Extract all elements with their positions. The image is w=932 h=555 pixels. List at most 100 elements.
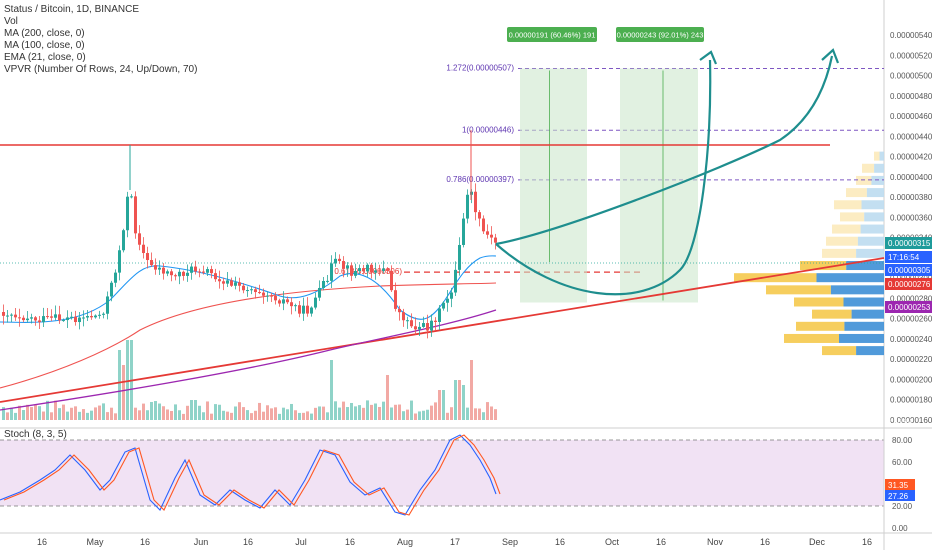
candle-body — [278, 300, 281, 304]
candle-body — [10, 314, 13, 316]
volume-bar — [50, 412, 53, 420]
volume-bar — [466, 407, 469, 420]
candle-body — [458, 244, 461, 270]
stoch-k-value-bg — [885, 479, 915, 490]
candle-body — [178, 271, 181, 277]
candle-body — [222, 281, 225, 284]
volume-bar — [10, 407, 13, 420]
candle-body — [290, 302, 293, 307]
legend-ma200[interactable]: MA (200, close, 0) — [4, 28, 85, 39]
time-axis-tick: Aug — [397, 537, 413, 547]
candle-body — [254, 289, 257, 293]
volume-bar — [494, 409, 497, 420]
candle-body — [2, 312, 5, 316]
price-axis-tick: 0.00000260 — [890, 315, 932, 324]
volume-bar — [410, 400, 413, 420]
vpvr-down-bar — [766, 285, 831, 295]
volume-bar — [274, 407, 277, 420]
volume-bar — [402, 411, 405, 420]
volume-bar — [198, 405, 201, 420]
candle-body — [238, 282, 241, 286]
price-axis-tick: 0.00000440 — [890, 132, 932, 141]
candle-body — [170, 271, 173, 276]
candle-body — [114, 272, 117, 283]
vpvr-down-bar — [734, 273, 817, 283]
vpvr-down-bar — [826, 236, 858, 246]
volume-bar — [302, 412, 305, 420]
projection-arrowhead-1 — [699, 50, 718, 65]
candle-body — [366, 264, 369, 272]
vpvr-down-bar — [832, 224, 861, 234]
candle-body — [74, 316, 77, 323]
legend-vpvr[interactable]: VPVR (Number Of Rows, 24, Up/Down, 70) — [4, 64, 198, 75]
volume-bar — [162, 406, 165, 420]
candle-body — [158, 267, 161, 270]
candle-body — [438, 308, 441, 322]
volume-bar — [462, 385, 465, 420]
candle-body — [54, 314, 57, 318]
candle-body — [122, 230, 125, 251]
time-axis-tick: Jun — [194, 537, 209, 547]
candle-body — [34, 317, 37, 321]
price-label-text: 0.00000315 — [888, 239, 931, 248]
ema21-line — [0, 255, 497, 323]
volume-bar — [426, 409, 429, 420]
volume-bar — [438, 390, 441, 420]
time-axis-tick: 16 — [862, 537, 872, 547]
price-axis-tick: 0.00000160 — [890, 416, 932, 425]
chart-title[interactable]: Status / Bitcoin, 1D, BINANCE — [4, 4, 140, 15]
volume-bar — [30, 407, 33, 420]
volume-bar — [478, 408, 481, 420]
candle-body — [182, 271, 185, 276]
volume-bar — [214, 404, 217, 420]
candle-body — [442, 302, 445, 309]
vpvr-up-bar — [846, 261, 884, 271]
time-axis-tick: May — [86, 537, 104, 547]
legend-vol[interactable]: Vol — [4, 16, 18, 27]
vpvr-down-bar — [796, 321, 845, 331]
volume-bar — [282, 407, 285, 420]
time-axis-tick: 16 — [140, 537, 150, 547]
volume-bar — [6, 412, 9, 420]
volume-bar — [114, 413, 117, 420]
candle-body — [310, 307, 313, 314]
volume-bar — [418, 411, 421, 420]
volume-bar — [298, 412, 301, 420]
volume-bar — [294, 410, 297, 420]
volume-bar — [126, 340, 129, 420]
volume-bar — [18, 405, 21, 420]
volume-bar — [446, 412, 449, 420]
volume-bar — [150, 401, 153, 420]
volume-bar — [326, 412, 329, 420]
volume-bar — [374, 403, 377, 420]
candle-body — [450, 292, 453, 299]
candle-body — [282, 299, 285, 304]
volume-bar — [250, 413, 253, 420]
candle-body — [390, 270, 393, 291]
legend-ema21[interactable]: EMA (21, close, 0) — [4, 52, 86, 63]
candle-body — [474, 191, 477, 213]
stoch-legend[interactable]: Stoch (8, 3, 5) — [4, 429, 67, 440]
volume-bar — [14, 412, 17, 420]
vpvr-down-bar — [822, 248, 857, 258]
vpvr-up-bar — [857, 236, 884, 246]
projection-arrowhead-2 — [821, 48, 840, 64]
candle-body — [50, 316, 53, 318]
price-axis-tick: 0.00000240 — [890, 335, 932, 344]
candle-body — [410, 320, 413, 327]
volume-bar — [118, 350, 121, 420]
volume-bar — [186, 405, 189, 420]
volume-label-text: 3.185M — [887, 417, 912, 426]
candle-body — [270, 295, 273, 297]
candle-body — [186, 272, 189, 276]
candle-body — [62, 320, 65, 322]
candle-body — [38, 320, 41, 323]
volume-bar — [222, 410, 225, 420]
candle-body — [398, 308, 401, 313]
candle-body — [42, 316, 45, 323]
legend-ma100[interactable]: MA (100, close, 0) — [4, 40, 85, 51]
candle-body — [294, 305, 297, 307]
volume-bar — [486, 402, 489, 420]
volume-bar — [314, 407, 317, 420]
